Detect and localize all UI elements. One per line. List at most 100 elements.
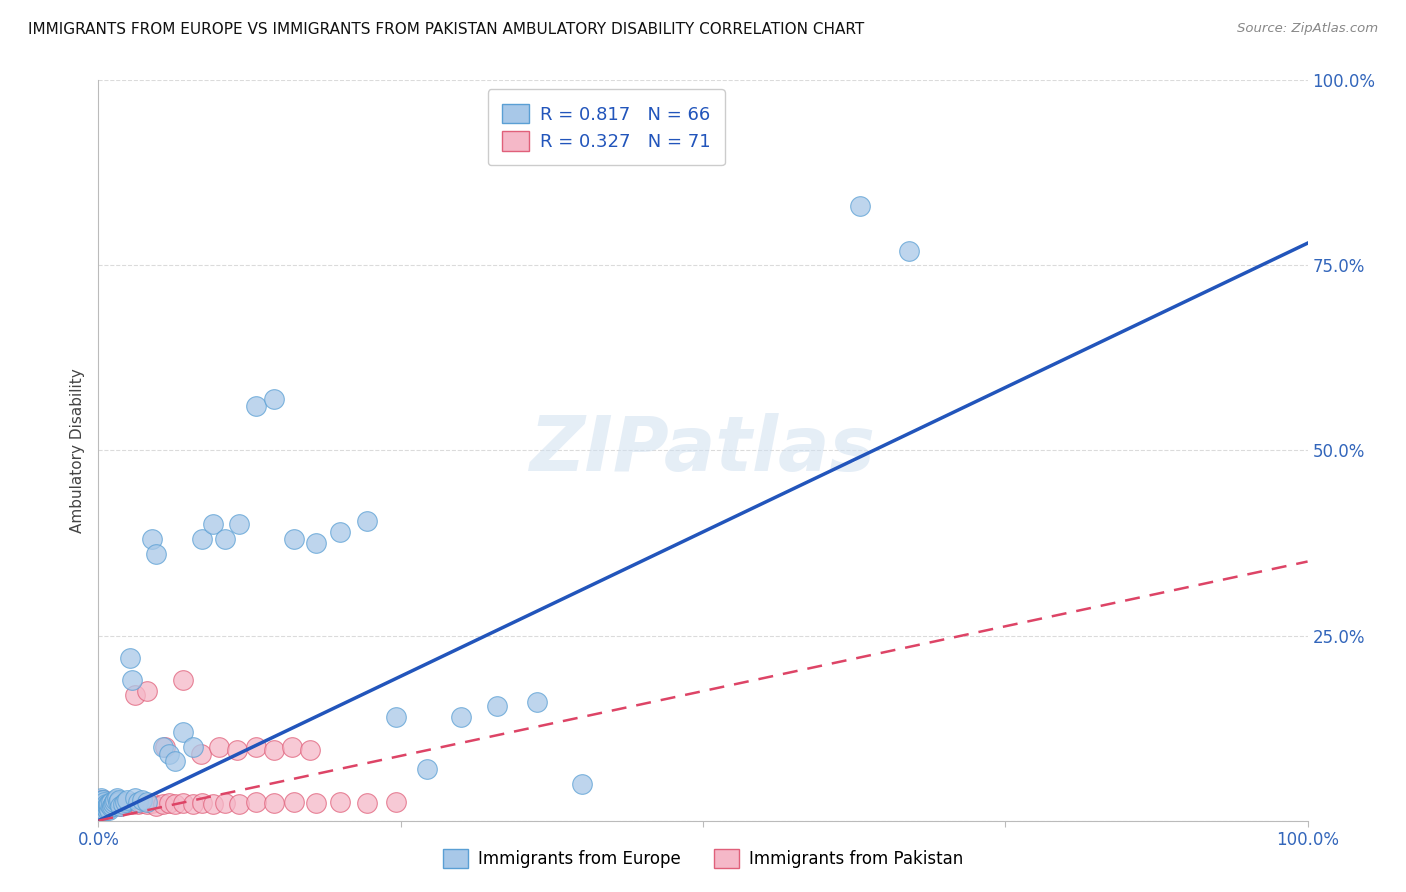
Text: ZIPatlas: ZIPatlas — [530, 414, 876, 487]
Point — [283, 795, 305, 809]
Point — [214, 533, 236, 547]
Point — [202, 517, 225, 532]
Point — [91, 800, 114, 814]
Point — [124, 688, 146, 702]
Point — [91, 793, 114, 807]
Point — [100, 795, 122, 809]
Point — [89, 797, 111, 812]
Point — [152, 797, 174, 812]
Point — [263, 392, 285, 406]
Point — [107, 795, 129, 809]
Point — [91, 797, 114, 812]
Point — [172, 673, 194, 687]
Point — [228, 797, 250, 812]
Point — [114, 795, 136, 809]
Point — [91, 793, 114, 807]
Point — [103, 796, 125, 810]
Point — [91, 800, 114, 814]
Point — [152, 739, 174, 754]
Point — [208, 739, 231, 754]
Point — [94, 800, 117, 814]
Point — [104, 793, 127, 807]
Point — [127, 797, 149, 812]
Point — [89, 793, 111, 807]
Point — [91, 793, 114, 807]
Point — [157, 796, 180, 810]
Point — [281, 739, 304, 754]
Point — [897, 244, 920, 258]
Legend: Immigrants from Europe, Immigrants from Pakistan: Immigrants from Europe, Immigrants from … — [436, 843, 970, 875]
Point — [91, 797, 114, 812]
Point — [305, 536, 328, 550]
Point — [105, 791, 128, 805]
Point — [157, 747, 180, 761]
Point — [103, 795, 125, 809]
Point — [181, 797, 204, 812]
Point — [93, 795, 115, 809]
Point — [263, 796, 285, 810]
Point — [124, 796, 146, 810]
Point — [131, 793, 153, 807]
Point — [118, 796, 141, 810]
Point — [108, 793, 131, 807]
Point — [97, 800, 120, 814]
Point — [97, 797, 120, 811]
Point — [263, 743, 285, 757]
Point — [117, 793, 139, 807]
Point — [329, 795, 352, 809]
Point — [90, 793, 112, 807]
Point — [90, 800, 112, 814]
Point — [90, 797, 112, 812]
Point — [94, 797, 117, 811]
Point — [93, 797, 115, 812]
Point — [145, 547, 167, 561]
Point — [121, 797, 143, 812]
Point — [299, 743, 322, 757]
Point — [94, 800, 117, 814]
Y-axis label: Ambulatory Disability: Ambulatory Disability — [70, 368, 86, 533]
Point — [98, 797, 121, 812]
Point — [90, 791, 112, 805]
Point — [111, 797, 134, 812]
Point — [305, 796, 328, 810]
Point — [98, 800, 121, 814]
Point — [181, 739, 204, 754]
Point — [91, 793, 114, 807]
Point — [153, 739, 176, 754]
Point — [526, 695, 548, 709]
Point — [849, 199, 872, 213]
Point — [100, 800, 122, 814]
Text: IMMIGRANTS FROM EUROPE VS IMMIGRANTS FROM PAKISTAN AMBULATORY DISABILITY CORRELA: IMMIGRANTS FROM EUROPE VS IMMIGRANTS FRO… — [28, 22, 865, 37]
Point — [127, 795, 149, 809]
Text: Source: ZipAtlas.com: Source: ZipAtlas.com — [1237, 22, 1378, 36]
Point — [124, 791, 146, 805]
Point — [100, 800, 122, 814]
Point — [202, 797, 225, 812]
Point — [89, 800, 111, 814]
Point — [98, 797, 121, 812]
Point — [97, 797, 120, 812]
Point — [141, 796, 163, 810]
Point — [190, 747, 212, 761]
Point — [101, 797, 124, 812]
Point — [121, 673, 143, 687]
Point — [245, 739, 267, 754]
Point — [100, 797, 122, 812]
Point — [135, 684, 157, 698]
Point — [91, 797, 114, 812]
Point — [104, 797, 127, 812]
Point — [228, 517, 250, 532]
Point — [214, 796, 236, 810]
Point — [245, 795, 267, 809]
Point — [100, 798, 122, 813]
Point — [131, 796, 153, 810]
Point — [98, 803, 121, 817]
Point — [107, 797, 129, 812]
Point — [416, 762, 439, 776]
Point — [97, 800, 120, 814]
Point — [90, 797, 112, 812]
Point — [93, 803, 115, 817]
Point — [385, 710, 408, 724]
Point — [89, 795, 111, 809]
Point — [450, 710, 472, 724]
